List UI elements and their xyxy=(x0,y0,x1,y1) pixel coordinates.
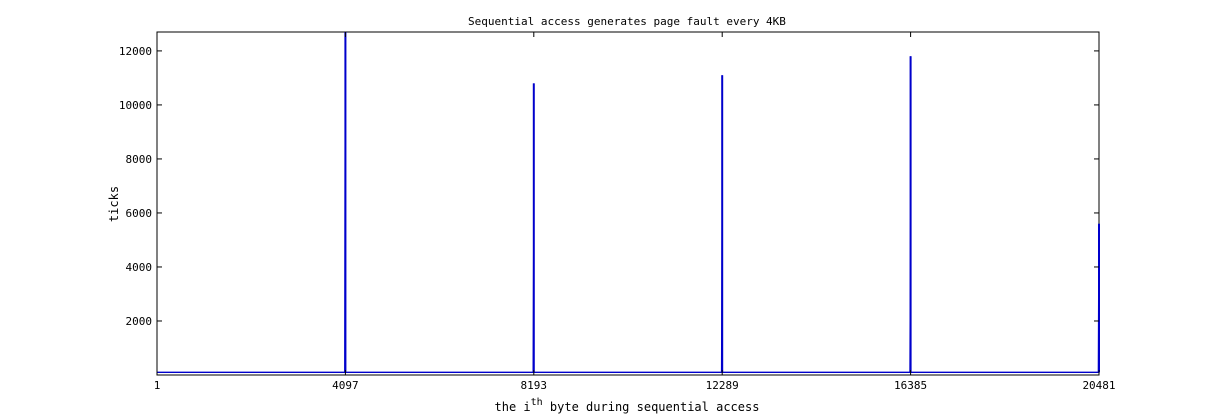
x-tick-label-2: 8193 xyxy=(521,379,548,392)
y-tick-label-4: 10000 xyxy=(119,99,152,112)
x-tick-label-5: 20481 xyxy=(1082,379,1115,392)
x-tick-label-0: 1 xyxy=(154,379,161,392)
axis-ticks: 1 4097 8193 12289 16385 20481 2000 4000 6000 8000… xyxy=(119,32,1116,392)
x-tick-label-4: 16385 xyxy=(894,379,927,392)
x-tick-label-1: 4097 xyxy=(332,379,359,392)
y-tick-label-1: 4000 xyxy=(126,261,153,274)
chart-title: Sequential access generates page fault e… xyxy=(468,15,786,28)
y-tick-label-3: 8000 xyxy=(126,153,153,166)
y-axis-label: ticks xyxy=(107,186,121,222)
y-tick-label-2: 6000 xyxy=(126,207,153,220)
plot-area xyxy=(156,31,1100,376)
x-axis-label: the ith byte during sequential access xyxy=(495,397,760,414)
series-layer xyxy=(157,31,1100,373)
y-tick-label-5: 12000 xyxy=(119,45,152,58)
y-tick-label-0: 2000 xyxy=(126,315,153,328)
x-tick-label-3: 12289 xyxy=(706,379,739,392)
